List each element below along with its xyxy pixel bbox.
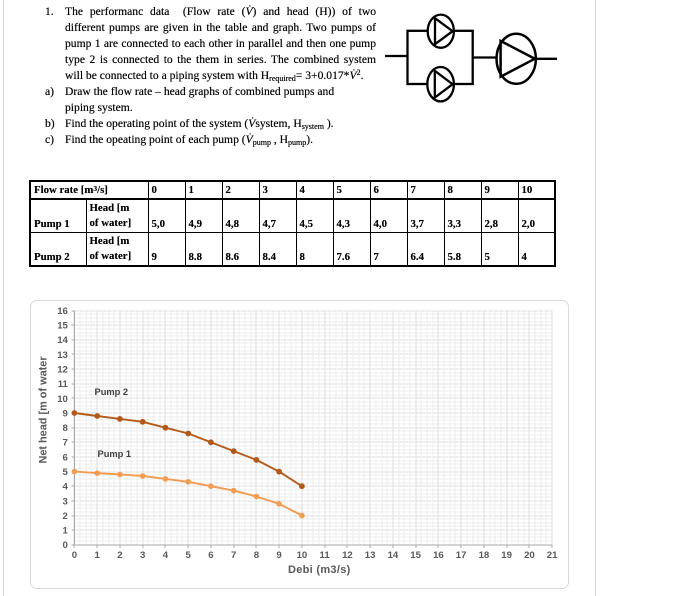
svg-text:6: 6 (63, 452, 68, 463)
svg-text:Pump 2: Pump 2 (95, 387, 129, 397)
svg-text:10: 10 (297, 549, 308, 560)
svg-text:1: 1 (63, 525, 69, 536)
svg-text:8: 8 (254, 549, 260, 560)
svg-text:13: 13 (57, 349, 68, 360)
svg-text:3: 3 (140, 549, 145, 560)
svg-text:19: 19 (501, 549, 512, 560)
svg-text:17: 17 (456, 549, 467, 560)
svg-text:20: 20 (524, 549, 535, 560)
svg-text:4: 4 (163, 549, 169, 560)
svg-text:15: 15 (410, 549, 421, 560)
svg-text:16: 16 (57, 306, 68, 317)
svg-text:Net head [m of water: Net head [m of water (38, 355, 50, 463)
svg-text:15: 15 (57, 320, 68, 331)
svg-text:4: 4 (63, 481, 69, 492)
svg-text:5: 5 (186, 549, 192, 560)
svg-text:7: 7 (231, 549, 236, 560)
svg-text:12: 12 (342, 549, 353, 560)
svg-text:7: 7 (63, 437, 68, 448)
svg-text:18: 18 (479, 549, 490, 560)
svg-text:1: 1 (95, 549, 101, 560)
svg-text:0: 0 (63, 540, 68, 551)
svg-text:Pump 1: Pump 1 (98, 449, 132, 459)
svg-text:13: 13 (365, 549, 376, 560)
svg-text:21: 21 (547, 549, 558, 560)
svg-text:12: 12 (57, 364, 68, 375)
svg-text:9: 9 (276, 549, 281, 560)
svg-text:10: 10 (57, 393, 68, 404)
svg-text:5: 5 (63, 467, 69, 478)
svg-text:2: 2 (117, 549, 122, 560)
svg-text:11: 11 (320, 549, 331, 560)
svg-text:16: 16 (433, 549, 444, 560)
svg-text:8: 8 (63, 423, 69, 434)
svg-text:Debi (m3/s): Debi (m3/s) (288, 563, 351, 575)
svg-text:14: 14 (388, 549, 399, 560)
svg-text:0: 0 (72, 549, 77, 560)
svg-text:3: 3 (63, 496, 68, 507)
svg-text:2: 2 (63, 510, 68, 521)
svg-text:11: 11 (58, 379, 69, 390)
svg-text:6: 6 (208, 549, 213, 560)
svg-text:9: 9 (63, 408, 68, 419)
svg-text:14: 14 (57, 335, 68, 346)
